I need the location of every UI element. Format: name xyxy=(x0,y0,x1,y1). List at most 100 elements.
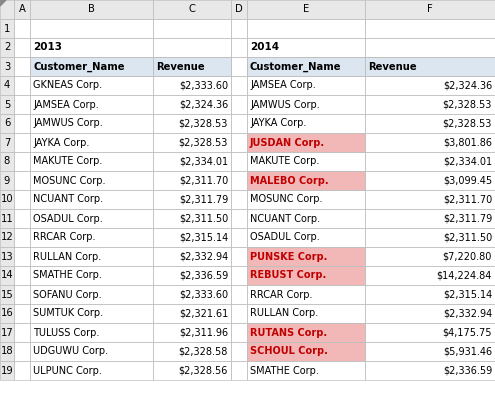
Text: RUTANS Corp.: RUTANS Corp. xyxy=(250,328,327,338)
Text: A: A xyxy=(19,4,25,14)
Text: Revenue: Revenue xyxy=(368,62,417,72)
Bar xyxy=(14,171,30,190)
Bar xyxy=(153,57,231,76)
Bar xyxy=(365,247,495,266)
Text: JAYKA Corp.: JAYKA Corp. xyxy=(33,138,90,148)
Text: MAKUTE Corp.: MAKUTE Corp. xyxy=(250,156,319,166)
Bar xyxy=(0,95,14,114)
Text: 18: 18 xyxy=(0,346,13,356)
Bar xyxy=(365,0,495,19)
Bar xyxy=(247,266,365,285)
Text: $2,333.60: $2,333.60 xyxy=(179,290,228,300)
Text: 1: 1 xyxy=(4,24,10,34)
Bar xyxy=(153,57,231,76)
Bar xyxy=(30,38,153,57)
Text: Customer_Name: Customer_Name xyxy=(33,61,125,72)
Bar xyxy=(231,0,247,19)
Bar xyxy=(14,209,30,228)
Bar xyxy=(0,323,14,342)
Bar xyxy=(30,57,153,76)
Bar xyxy=(365,0,495,19)
Text: 17: 17 xyxy=(0,328,13,338)
Bar xyxy=(0,247,14,266)
Bar xyxy=(247,133,365,152)
Bar xyxy=(247,323,365,342)
Text: $2,328.53: $2,328.53 xyxy=(179,118,228,128)
Bar xyxy=(14,190,30,209)
Text: $3,801.86: $3,801.86 xyxy=(443,138,492,148)
Bar xyxy=(0,0,14,19)
Text: JUSDAN Corp.: JUSDAN Corp. xyxy=(250,138,325,148)
Bar xyxy=(365,57,495,76)
Text: RRCAR Corp.: RRCAR Corp. xyxy=(250,290,312,300)
Bar xyxy=(30,114,153,133)
Text: 4: 4 xyxy=(4,80,10,90)
Bar xyxy=(247,342,365,361)
Text: JAMSEA Corp.: JAMSEA Corp. xyxy=(33,100,99,110)
Text: E: E xyxy=(303,4,309,14)
Text: $2,311.70: $2,311.70 xyxy=(443,194,492,204)
Text: 16: 16 xyxy=(0,308,13,318)
Bar xyxy=(0,57,14,76)
Bar xyxy=(153,342,231,361)
Bar xyxy=(247,266,365,285)
Text: $2,332.94: $2,332.94 xyxy=(179,252,228,262)
Bar xyxy=(0,133,14,152)
Text: $5,931.46: $5,931.46 xyxy=(443,346,492,356)
Bar xyxy=(14,0,30,19)
Bar xyxy=(0,304,14,323)
Text: 6: 6 xyxy=(4,118,10,128)
Bar xyxy=(153,95,231,114)
Bar xyxy=(153,57,231,76)
Text: SUMTUK Corp.: SUMTUK Corp. xyxy=(33,308,103,318)
Bar xyxy=(0,342,14,361)
Text: SCHOUL Corp.: SCHOUL Corp. xyxy=(250,346,328,356)
Text: $2,311.70: $2,311.70 xyxy=(179,176,228,186)
Bar xyxy=(0,209,14,228)
Text: NCUANT Corp.: NCUANT Corp. xyxy=(250,214,320,224)
Bar xyxy=(14,133,30,152)
Bar xyxy=(231,19,247,38)
Bar xyxy=(247,266,365,285)
Bar xyxy=(0,38,14,57)
Bar xyxy=(153,152,231,171)
Bar xyxy=(0,190,14,209)
Bar xyxy=(30,171,153,190)
Bar xyxy=(231,133,247,152)
Text: 13: 13 xyxy=(0,252,13,262)
Text: $2,311.79: $2,311.79 xyxy=(443,214,492,224)
Bar xyxy=(0,304,14,323)
Text: 14: 14 xyxy=(0,270,13,280)
Text: $2,321.61: $2,321.61 xyxy=(179,308,228,318)
Text: $2,328.53: $2,328.53 xyxy=(443,118,492,128)
Bar xyxy=(0,57,14,76)
Text: ULPUNC Corp.: ULPUNC Corp. xyxy=(33,366,102,376)
Bar xyxy=(231,361,247,380)
Bar xyxy=(14,0,30,19)
Bar xyxy=(247,0,365,19)
Bar xyxy=(231,0,247,19)
Bar xyxy=(14,247,30,266)
Bar xyxy=(247,57,365,76)
Bar xyxy=(30,19,153,38)
Bar xyxy=(14,95,30,114)
Bar xyxy=(0,361,14,380)
Bar xyxy=(0,19,14,38)
Text: $2,328.56: $2,328.56 xyxy=(179,366,228,376)
Bar xyxy=(0,76,14,95)
Text: RULLAN Corp.: RULLAN Corp. xyxy=(250,308,318,318)
Bar xyxy=(0,228,14,247)
Text: RULLAN Corp.: RULLAN Corp. xyxy=(33,252,101,262)
Bar xyxy=(14,114,30,133)
Bar xyxy=(30,285,153,304)
Text: B: B xyxy=(88,4,95,14)
Bar xyxy=(231,76,247,95)
Bar xyxy=(153,190,231,209)
Text: $2,311.79: $2,311.79 xyxy=(179,194,228,204)
Bar xyxy=(247,133,365,152)
Bar xyxy=(365,209,495,228)
Bar xyxy=(231,266,247,285)
Text: MOSUNC Corp.: MOSUNC Corp. xyxy=(33,176,105,186)
Bar xyxy=(153,247,231,266)
Text: PUNSKE Corp.: PUNSKE Corp. xyxy=(250,252,327,262)
